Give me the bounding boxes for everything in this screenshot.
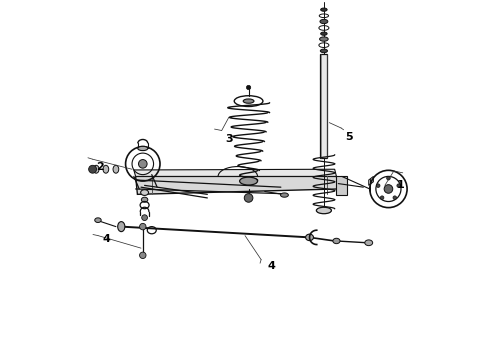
Circle shape bbox=[387, 176, 390, 180]
Text: 4: 4 bbox=[103, 234, 111, 244]
Circle shape bbox=[140, 224, 146, 230]
Ellipse shape bbox=[93, 165, 99, 173]
Ellipse shape bbox=[320, 32, 327, 35]
Ellipse shape bbox=[320, 19, 328, 24]
Ellipse shape bbox=[141, 197, 148, 202]
Ellipse shape bbox=[138, 146, 148, 150]
Ellipse shape bbox=[95, 218, 101, 222]
Bar bbox=[320, 54, 327, 158]
Ellipse shape bbox=[103, 165, 109, 173]
Circle shape bbox=[89, 165, 97, 173]
Circle shape bbox=[384, 185, 393, 193]
Ellipse shape bbox=[243, 99, 254, 103]
Ellipse shape bbox=[141, 190, 148, 195]
Ellipse shape bbox=[306, 234, 314, 240]
Ellipse shape bbox=[319, 37, 328, 41]
Circle shape bbox=[397, 184, 400, 188]
Ellipse shape bbox=[320, 49, 327, 53]
Ellipse shape bbox=[317, 207, 331, 214]
Circle shape bbox=[139, 159, 147, 168]
Text: 1: 1 bbox=[397, 180, 405, 190]
Circle shape bbox=[142, 215, 147, 221]
Text: 3: 3 bbox=[225, 134, 233, 144]
Text: 5: 5 bbox=[345, 132, 353, 142]
Text: 4: 4 bbox=[268, 261, 276, 271]
Polygon shape bbox=[134, 169, 337, 176]
Text: 2: 2 bbox=[96, 162, 104, 172]
Ellipse shape bbox=[240, 177, 258, 185]
Ellipse shape bbox=[113, 165, 119, 173]
Ellipse shape bbox=[333, 238, 340, 244]
Circle shape bbox=[393, 196, 396, 199]
Circle shape bbox=[380, 196, 384, 199]
Circle shape bbox=[245, 194, 253, 202]
Polygon shape bbox=[136, 176, 338, 194]
Ellipse shape bbox=[320, 8, 327, 11]
Circle shape bbox=[376, 184, 380, 188]
Ellipse shape bbox=[118, 222, 125, 231]
Polygon shape bbox=[368, 176, 373, 185]
Bar bbox=[337, 176, 347, 195]
Circle shape bbox=[246, 85, 251, 90]
Ellipse shape bbox=[280, 193, 289, 197]
Ellipse shape bbox=[365, 240, 373, 246]
Circle shape bbox=[140, 252, 146, 258]
